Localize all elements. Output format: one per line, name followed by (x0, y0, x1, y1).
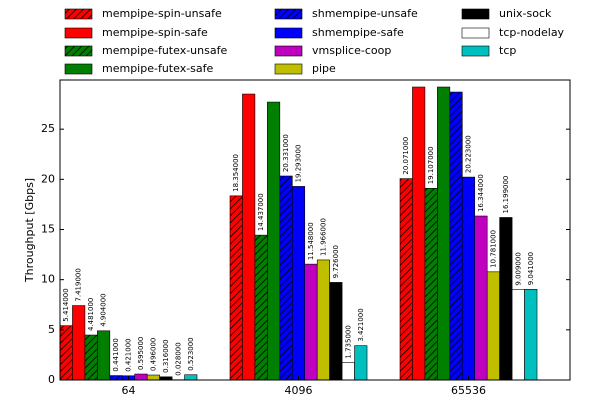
legend-swatch (461, 45, 490, 57)
legend-label: shmempipe-safe (312, 26, 404, 39)
bar (184, 374, 198, 380)
legend-label: mempipe-spin-unsafe (102, 7, 222, 20)
bar (254, 234, 268, 380)
value-label: 4.481000 (87, 298, 95, 331)
bar (316, 259, 330, 380)
value-label: 11.966000 (319, 218, 327, 256)
bar (146, 374, 160, 380)
value-label: 19.107000 (427, 146, 435, 184)
legend-label: tcp-nodelay (499, 26, 565, 39)
legend-swatch (64, 27, 93, 39)
legend-swatch (64, 63, 93, 75)
y-tick-label: 0 (48, 373, 55, 386)
y-tick-label: 15 (41, 222, 55, 235)
bar (267, 101, 281, 380)
bar (97, 330, 111, 380)
legend-swatch (64, 8, 93, 20)
legend-swatch (274, 45, 303, 57)
legend-label: mempipe-spin-safe (102, 26, 208, 39)
value-label: 0.028000 (174, 342, 182, 375)
value-label: 16.344000 (477, 174, 485, 212)
value-label: 0.595000 (137, 337, 145, 370)
bar (461, 176, 476, 380)
bar (84, 334, 98, 380)
value-label: 14.437000 (257, 193, 265, 231)
value-label: 20.071000 (402, 137, 410, 175)
legend-label: tcp (499, 44, 516, 57)
legend-label: mempipe-futex-safe (102, 62, 214, 75)
bar (341, 362, 355, 380)
y-tick-label: 10 (41, 273, 55, 286)
bar (304, 263, 318, 380)
bar (109, 375, 123, 380)
legend-swatch (461, 8, 490, 20)
y-tick-label: 25 (41, 122, 55, 135)
bar (449, 91, 463, 380)
bar (437, 86, 451, 380)
y-axis-label: Throughput [Gbps] (23, 178, 36, 283)
bar (424, 187, 438, 380)
value-label: 4.904000 (100, 293, 108, 326)
value-label: 9.726000 (332, 245, 340, 278)
bar (229, 195, 243, 380)
value-label: 19.293000 (295, 145, 303, 183)
bar (60, 325, 73, 380)
y-tick-label: 20 (41, 172, 55, 185)
bar (242, 93, 256, 380)
value-label: 20.223000 (465, 135, 473, 173)
value-label: 10.781000 (489, 230, 497, 268)
bar (279, 175, 293, 380)
legend-swatch (274, 63, 303, 75)
value-label: 0.441000 (112, 338, 120, 371)
legend-swatch (274, 8, 303, 20)
y-tick-label: 5 (48, 323, 55, 336)
value-label: 5.414000 (62, 288, 70, 321)
bar (329, 282, 343, 380)
value-label: 9.009000 (514, 252, 522, 285)
value-label: 0.421000 (125, 338, 133, 371)
bar (511, 289, 525, 380)
value-label: 20.331000 (282, 134, 290, 172)
legend-swatch (461, 27, 490, 39)
legend-label: vmsplice-coop (312, 44, 391, 57)
value-label: 1.735000 (344, 325, 352, 358)
legend-label: pipe (312, 62, 336, 75)
bar (159, 376, 173, 380)
value-label: 11.548000 (307, 222, 315, 260)
legend-label: shmempipe-unsafe (312, 7, 418, 20)
value-label: 0.496000 (149, 338, 157, 371)
plot-frame (59, 79, 571, 381)
bar (486, 271, 500, 380)
value-label: 3.421000 (357, 308, 365, 341)
legend-label: mempipe-futex-unsafe (102, 44, 227, 57)
value-label: 18.354000 (232, 154, 240, 192)
value-label: 7.419000 (75, 268, 83, 301)
legend-label: unix-sock (499, 7, 552, 20)
bar (354, 345, 368, 380)
bar (291, 186, 306, 380)
value-label: 0.316000 (162, 339, 170, 372)
legend-swatch (64, 45, 93, 57)
x-tick-label: 64 (122, 384, 136, 397)
value-label: 16.199000 (502, 176, 510, 214)
value-label: 9.041000 (527, 252, 535, 285)
bar (399, 178, 413, 380)
bar (134, 373, 148, 380)
plot-area: 5.414000 7.419000 4.481000 4.904000 0.441000… (60, 86, 538, 380)
bar (412, 86, 426, 380)
x-tick-label: 65536 (451, 384, 486, 397)
value-label: 0.523000 (187, 337, 195, 370)
bar (72, 305, 86, 380)
x-tick-label: 4096 (285, 384, 313, 397)
legend-swatch (274, 27, 303, 39)
bar (499, 217, 513, 380)
bar (524, 288, 538, 380)
bar (474, 215, 488, 380)
